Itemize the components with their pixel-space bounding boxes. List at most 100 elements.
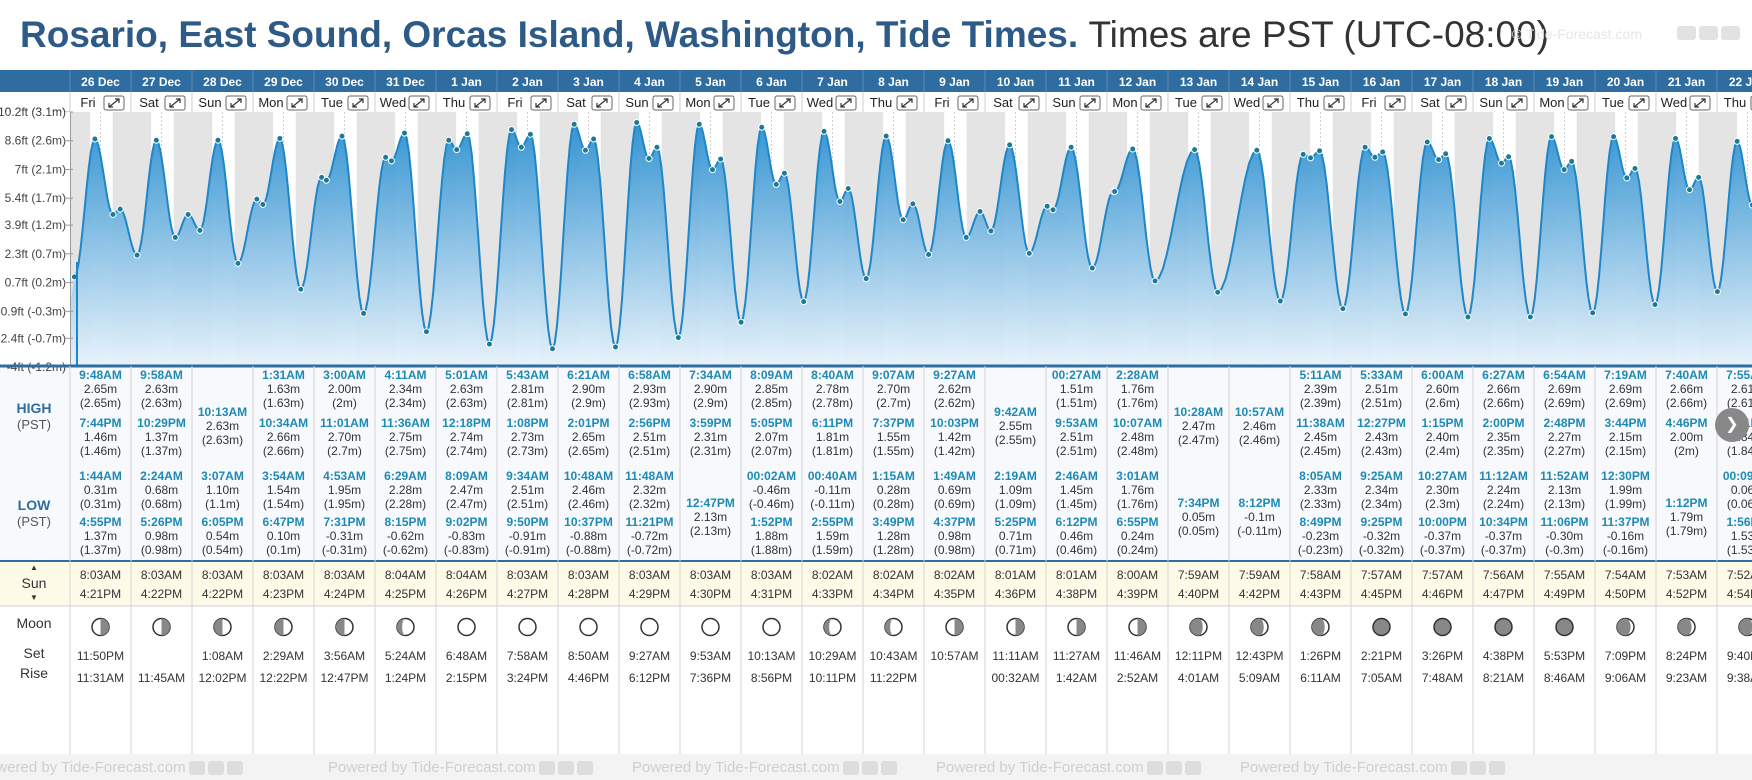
- expand-icon[interactable]: [591, 95, 613, 111]
- tide-point: [925, 251, 933, 259]
- sunrise-time: 8:03AM: [141, 568, 182, 582]
- low-height: 2.51m: [511, 483, 544, 497]
- high-time: 12:27PM: [1357, 416, 1406, 430]
- expand-icon[interactable]: [1506, 95, 1528, 111]
- sunset-time: 4:31PM: [751, 587, 792, 601]
- low-height-alt: (1.79m): [1666, 524, 1707, 538]
- moon-shadow: [1137, 618, 1146, 636]
- expand-icon[interactable]: [1140, 95, 1162, 111]
- high-time: 9:42AM: [994, 405, 1037, 419]
- expand-icon[interactable]: [1201, 95, 1223, 111]
- expand-icon[interactable]: [347, 95, 369, 111]
- moonset-time: 1:26PM: [1300, 649, 1341, 663]
- moon-disc: [701, 617, 720, 637]
- share-icon: [207, 761, 224, 776]
- next-arrow-button[interactable]: ❯: [1715, 408, 1749, 442]
- expand-icon[interactable]: [713, 95, 735, 111]
- weekday-label: Sat: [139, 95, 159, 110]
- expand-icon[interactable]: [896, 95, 918, 111]
- expand-icon[interactable]: [1018, 95, 1040, 111]
- expand-icon[interactable]: [1384, 95, 1406, 111]
- high-height: 1.51m: [1060, 382, 1093, 396]
- expand-icon[interactable]: [1079, 95, 1101, 111]
- low-height-alt: (-0.31m): [322, 543, 367, 557]
- high-height: 2.34m: [389, 382, 422, 396]
- high-time: 6:21AM: [567, 368, 610, 382]
- expand-icon[interactable]: [164, 95, 186, 111]
- sunset-time: 4:40PM: [1178, 587, 1219, 601]
- moonset-time: 11:46AM: [1114, 649, 1161, 663]
- sunrise-time: 7:54AM: [1605, 568, 1646, 582]
- expand-icon[interactable]: [103, 95, 125, 111]
- expand-icon[interactable]: [286, 95, 308, 111]
- expand-icon[interactable]: [652, 95, 674, 111]
- sunset-time: 4:52PM: [1666, 587, 1707, 601]
- tide-point: [1049, 206, 1057, 214]
- low-height-alt: (-0.11m): [1237, 524, 1281, 538]
- high-height: 2.69m: [1548, 382, 1581, 396]
- low-height: 0.71m: [999, 529, 1032, 543]
- expand-icon[interactable]: [1323, 95, 1345, 111]
- day-column: 1 JanThu5:01AM2.63m(2.63m)12:18PM2.74m(2…: [435, 70, 491, 754]
- low-time: 2:19AM: [994, 469, 1037, 483]
- tree-icon: [1721, 26, 1740, 40]
- expand-icon[interactable]: [530, 95, 552, 111]
- expand-icon[interactable]: [1689, 95, 1711, 111]
- high-height-alt: (1.63m): [263, 396, 304, 410]
- high-time: 8:09AM: [750, 368, 793, 382]
- tide-point: [1526, 313, 1534, 321]
- tide-table: 10.2ft (3.1m) 8.6ft (2.6m) 7ft (2.1m) 5.4ft…: [0, 70, 1752, 754]
- moonrise-time: 11:22PM: [870, 671, 917, 685]
- high-height: 2.63m: [450, 382, 483, 396]
- high-height: 1.76m: [1121, 382, 1154, 396]
- high-time: 6:54AM: [1543, 368, 1586, 382]
- sunrise-time: 7:56AM: [1483, 568, 1524, 582]
- tide-point: [508, 126, 516, 134]
- high-height-alt: (2.31m): [690, 444, 731, 458]
- expand-icon[interactable]: [1567, 95, 1589, 111]
- expand-arrow: [352, 98, 364, 108]
- expand-icon[interactable]: [469, 95, 491, 111]
- high-height-alt: (1.55m): [873, 444, 914, 458]
- tide-point: [1111, 187, 1119, 195]
- low-height-alt: (1.45m): [1056, 497, 1097, 511]
- high-time: 11:36AM: [381, 416, 430, 430]
- moon-phase-icon: [579, 617, 598, 637]
- expand-icon[interactable]: [835, 95, 857, 111]
- expand-icon[interactable]: [1445, 95, 1467, 111]
- tide-point: [387, 157, 395, 165]
- watermark-icons: [1674, 26, 1744, 42]
- moonset-time: 10:43AM: [869, 649, 917, 663]
- expand-arrow: [1084, 98, 1096, 108]
- tide-point: [259, 200, 267, 208]
- expand-icon[interactable]: [957, 95, 979, 111]
- low-height-alt: (-0.46m): [749, 497, 794, 511]
- expand-icon[interactable]: [774, 95, 796, 111]
- high-height-alt: (2.7m): [876, 396, 911, 410]
- date-label: 7 Jan: [817, 75, 848, 89]
- low-height-alt: (0.28m): [873, 497, 914, 511]
- sun-bg: [0, 562, 1752, 606]
- low-height-alt: (-0.62m): [383, 543, 428, 557]
- high-height-alt: (2.35m): [1483, 444, 1524, 458]
- tide-point: [453, 146, 461, 154]
- tide-point: [633, 119, 641, 127]
- moon-phase-icon: [1677, 617, 1696, 637]
- high-time: 7:55AM: [1726, 368, 1752, 382]
- w-icon: [842, 761, 859, 776]
- low-height: 1.54m: [267, 483, 300, 497]
- moon-disc: [1433, 617, 1452, 637]
- expand-icon[interactable]: [408, 95, 430, 111]
- sun-down-icon: ▼: [30, 593, 38, 602]
- expand-icon[interactable]: [1628, 95, 1650, 111]
- low-height: 2.13m: [694, 510, 727, 524]
- expand-icon[interactable]: [1262, 95, 1284, 111]
- low-time: 7:34PM: [1177, 496, 1219, 510]
- high-height: 2.15m: [1609, 430, 1642, 444]
- expand-arrow: [962, 98, 974, 108]
- expand-arrow: [1206, 98, 1218, 108]
- moonset-time: 11:11AM: [992, 649, 1038, 663]
- expand-icon[interactable]: [225, 95, 247, 111]
- expand-arrow: [901, 98, 913, 108]
